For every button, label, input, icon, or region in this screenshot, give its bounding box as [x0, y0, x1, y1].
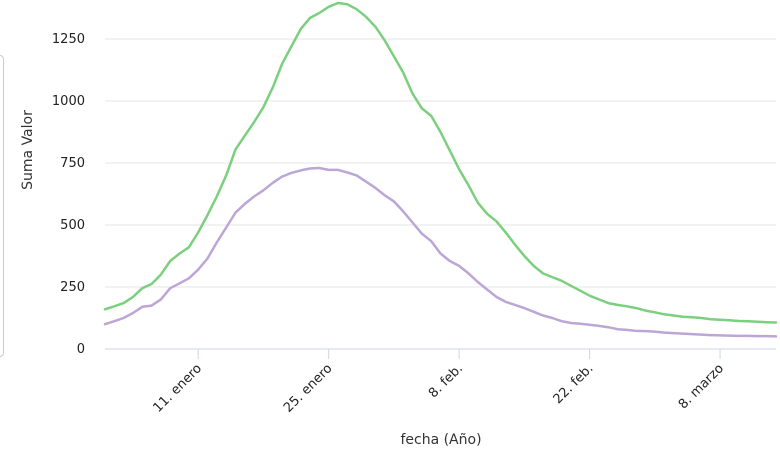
x-tick-label: 11. enero: [151, 361, 206, 416]
x-tick-label: 22. feb.: [551, 361, 597, 407]
x-tick-label: 8. feb.: [426, 361, 466, 401]
x-axis-title: fecha (Año): [400, 432, 481, 448]
x-tick-label: 8. marzo: [676, 361, 727, 412]
y-axis-title: Suma Valor: [20, 110, 36, 190]
series-line-1: [103, 1, 778, 324]
series-lines: [103, 1, 778, 338]
y-tick-label: 1000: [52, 94, 85, 109]
y-tick-label: 0: [77, 342, 85, 357]
y-tick-label: 1250: [52, 32, 85, 47]
gridlines: [105, 38, 776, 288]
y-tick-label: 250: [60, 280, 85, 295]
y-tick-label: 750: [60, 156, 85, 171]
x-tick-label: 25. enero: [281, 361, 336, 416]
series-line-2: [103, 166, 778, 338]
y-tick-label: 500: [60, 218, 85, 233]
